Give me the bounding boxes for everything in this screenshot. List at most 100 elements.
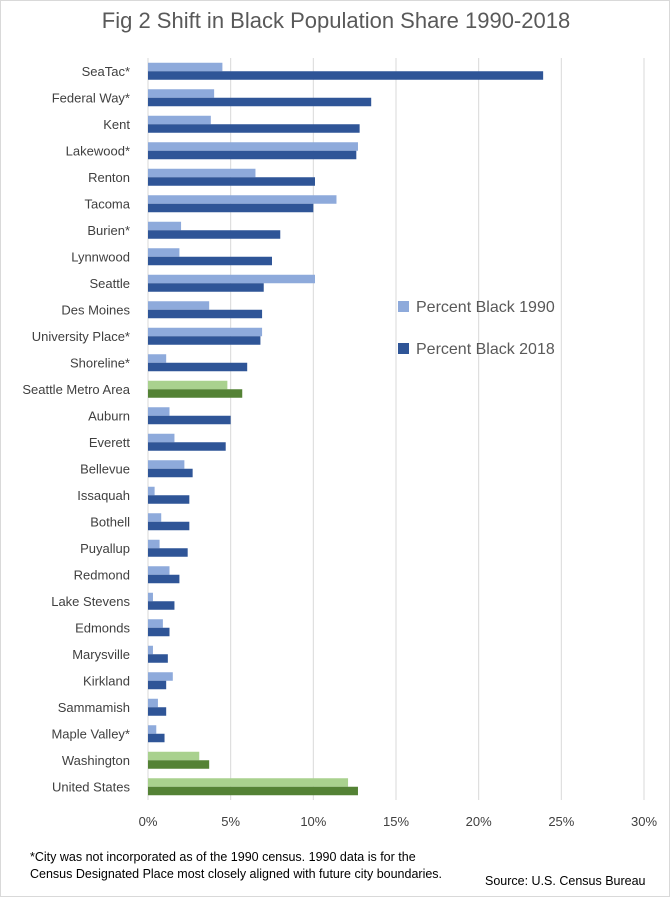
- bar-1990-lakewood: [148, 142, 358, 151]
- bar-1990-seattle-metro-area: [148, 380, 228, 390]
- legend: Percent Black 1990 Percent Black 2018: [398, 299, 555, 358]
- bar-1990-issaquah: [148, 486, 155, 496]
- category-label-puyallup: Puyallup: [80, 541, 130, 556]
- legend-swatch-0: [398, 301, 409, 312]
- category-label-issaquah: Issaquah: [77, 488, 130, 503]
- bar-2018-issaquah: [148, 495, 190, 504]
- bar-1990-washington: [148, 751, 200, 761]
- bar-1990-auburn: [148, 407, 170, 416]
- bar-2018-united-states: [148, 786, 358, 796]
- category-label-sammamish: Sammamish: [58, 700, 130, 715]
- bar-1990-university-place: [148, 327, 263, 337]
- category-label-seatac: SeaTac*: [82, 64, 130, 79]
- category-label-burien: Burien*: [87, 223, 130, 238]
- bar-2018-shoreline: [148, 362, 248, 372]
- bar-2018-university-place: [148, 336, 261, 345]
- chart-title: Fig 2 Shift in Black Population Share 19…: [101, 8, 571, 33]
- bar-2018-edmonds: [148, 627, 170, 637]
- x-tick-label-6: 30%: [631, 814, 657, 829]
- bar-2018-kent: [148, 124, 360, 133]
- bar-1990-edmonds: [148, 619, 163, 628]
- category-label-lakewood: Lakewood*: [66, 143, 130, 158]
- category-label-maple-valley: Maple Valley*: [51, 726, 130, 741]
- bar-1990-kirkland: [148, 672, 173, 681]
- bar-1990-united-states: [148, 778, 349, 787]
- category-label-lake-stevens: Lake Stevens: [51, 594, 130, 609]
- bar-1990-everett: [148, 433, 175, 443]
- x-tick-label-0: 0%: [139, 814, 158, 829]
- category-label-university-place: University Place*: [32, 329, 130, 344]
- bars: [148, 62, 544, 796]
- bar-1990-maple-valley: [148, 725, 157, 734]
- category-label-des-moines: Des Moines: [61, 302, 130, 317]
- x-tick-label-1: 5%: [221, 814, 240, 829]
- bar-2018-federal-way: [148, 97, 372, 107]
- source-note: Source: U.S. Census Bureau: [485, 874, 646, 888]
- bar-1990-lynnwood: [148, 248, 180, 257]
- bar-1990-federal-way: [148, 89, 215, 98]
- bar-1990-burien: [148, 221, 182, 231]
- footnote-line-1: *City was not incorporated as of the 199…: [30, 850, 416, 864]
- bar-2018-bellevue: [148, 468, 193, 478]
- bar-1990-bellevue: [148, 460, 185, 469]
- category-label-seattle: Seattle: [90, 276, 130, 291]
- bar-2018-renton: [148, 177, 315, 186]
- bar-2018-lynnwood: [148, 256, 272, 266]
- category-label-marysville: Marysville: [72, 647, 130, 662]
- x-tick-label-5: 25%: [548, 814, 574, 829]
- bar-2018-seattle: [148, 283, 264, 292]
- bar-2018-washington: [148, 760, 210, 769]
- footnote: *City was not incorporated as of the 199…: [30, 849, 442, 883]
- bar-2018-maple-valley: [148, 733, 165, 743]
- bar-2018-redmond: [148, 574, 180, 584]
- bar-2018-bothell: [148, 521, 190, 531]
- bar-1990-sammamish: [148, 698, 158, 708]
- x-tick-labels: 0% 5% 10% 15% 20% 25% 30%: [139, 814, 658, 829]
- bar-1990-shoreline: [148, 354, 167, 363]
- bar-1990-renton: [148, 168, 256, 178]
- bar-2018-des-moines: [148, 309, 263, 319]
- bar-1990-marysville: [148, 645, 153, 655]
- category-label-everett: Everett: [89, 435, 131, 450]
- bar-1990-redmond: [148, 566, 170, 575]
- bar-1990-bothell: [148, 513, 162, 522]
- bar-2018-seatac: [148, 71, 544, 80]
- footnote-line-2: Census Designated Place most closely ali…: [30, 867, 443, 881]
- bar-1990-lake-stevens: [148, 592, 153, 602]
- bar-2018-lake-stevens: [148, 601, 175, 610]
- bar-2018-kirkland: [148, 680, 167, 690]
- category-label-kirkland: Kirkland: [83, 673, 130, 688]
- bar-1990-seatac: [148, 62, 223, 72]
- x-tick-label-3: 15%: [383, 814, 409, 829]
- category-label-kent: Kent: [103, 117, 130, 132]
- category-labels: SeaTac* Federal Way* Kent Lakewood* Renton Ta…: [22, 64, 130, 795]
- category-label-auburn: Auburn: [88, 408, 130, 423]
- bar-1990-des-moines: [148, 301, 210, 310]
- bar-2018-puyallup: [148, 548, 188, 557]
- bar-1990-puyallup: [148, 539, 160, 549]
- x-tick-label-2: 10%: [300, 814, 326, 829]
- category-label-lynnwood: Lynnwood: [71, 249, 130, 264]
- bar-1990-kent: [148, 115, 211, 125]
- legend-label-0: Percent Black 1990: [416, 299, 555, 316]
- bar-1990-seattle: [148, 274, 315, 284]
- bar-2018-sammamish: [148, 707, 167, 716]
- category-label-federal-way: Federal Way*: [52, 90, 130, 105]
- bar-2018-lakewood: [148, 150, 357, 160]
- category-label-united-states: United States: [52, 779, 131, 794]
- bar-2018-burien: [148, 230, 281, 239]
- bar-2018-everett: [148, 442, 226, 451]
- category-label-edmonds: Edmonds: [75, 620, 130, 635]
- bar-2018-marysville: [148, 654, 168, 663]
- category-label-renton: Renton: [88, 170, 130, 185]
- bar-1990-tacoma: [148, 195, 337, 204]
- bar-2018-seattle-metro-area: [148, 389, 243, 398]
- category-label-bothell: Bothell: [90, 514, 130, 529]
- category-label-seattle-metro-area: Seattle Metro Area: [22, 382, 130, 397]
- category-label-washington: Washington: [62, 753, 130, 768]
- bar-2018-tacoma: [148, 203, 314, 213]
- bar-2018-auburn: [148, 415, 231, 425]
- x-tick-label-4: 20%: [466, 814, 492, 829]
- category-label-shoreline: Shoreline*: [70, 355, 130, 370]
